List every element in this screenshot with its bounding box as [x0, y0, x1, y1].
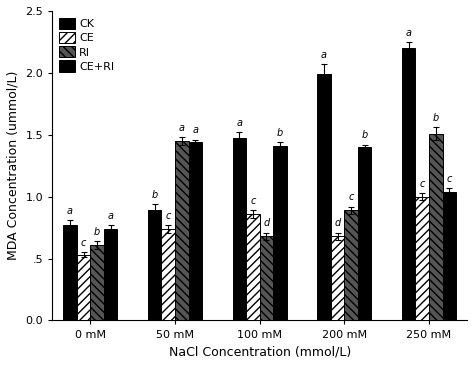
- Bar: [246, 214, 260, 320]
- Text: c: c: [81, 238, 86, 248]
- Bar: [104, 229, 118, 320]
- Text: a: a: [406, 28, 411, 38]
- Text: a: a: [321, 50, 327, 60]
- Text: c: c: [419, 178, 425, 189]
- Bar: [260, 236, 273, 320]
- Text: d: d: [335, 218, 341, 228]
- Text: a: a: [179, 123, 185, 133]
- Bar: [317, 74, 331, 320]
- Bar: [77, 255, 91, 320]
- Legend: CK, CE, RI, CE+RI: CK, CE, RI, CE+RI: [55, 14, 118, 75]
- Bar: [91, 245, 104, 320]
- Bar: [273, 146, 287, 320]
- Text: c: c: [165, 211, 171, 221]
- Bar: [148, 210, 162, 320]
- Bar: [344, 210, 358, 320]
- Bar: [189, 142, 202, 320]
- Bar: [443, 192, 456, 320]
- Bar: [429, 134, 443, 320]
- Text: c: c: [447, 174, 452, 184]
- Bar: [415, 197, 429, 320]
- Text: d: d: [264, 218, 270, 228]
- Text: b: b: [362, 130, 368, 140]
- Text: b: b: [433, 113, 439, 123]
- Bar: [64, 225, 77, 320]
- X-axis label: NaCl Concentration (mmol/L): NaCl Concentration (mmol/L): [169, 345, 351, 358]
- Text: c: c: [348, 192, 354, 202]
- Y-axis label: MDA Concentration (ummol/L): MDA Concentration (ummol/L): [7, 71, 20, 260]
- Bar: [331, 236, 344, 320]
- Text: b: b: [94, 227, 100, 237]
- Text: c: c: [250, 196, 255, 206]
- Text: a: a: [67, 206, 73, 216]
- Text: a: a: [108, 211, 114, 221]
- Bar: [162, 229, 175, 320]
- Bar: [175, 141, 189, 320]
- Text: b: b: [152, 190, 158, 200]
- Text: a: a: [237, 118, 242, 128]
- Text: a: a: [192, 125, 198, 135]
- Bar: [402, 48, 415, 320]
- Bar: [358, 147, 372, 320]
- Bar: [233, 138, 246, 320]
- Text: b: b: [277, 128, 283, 138]
